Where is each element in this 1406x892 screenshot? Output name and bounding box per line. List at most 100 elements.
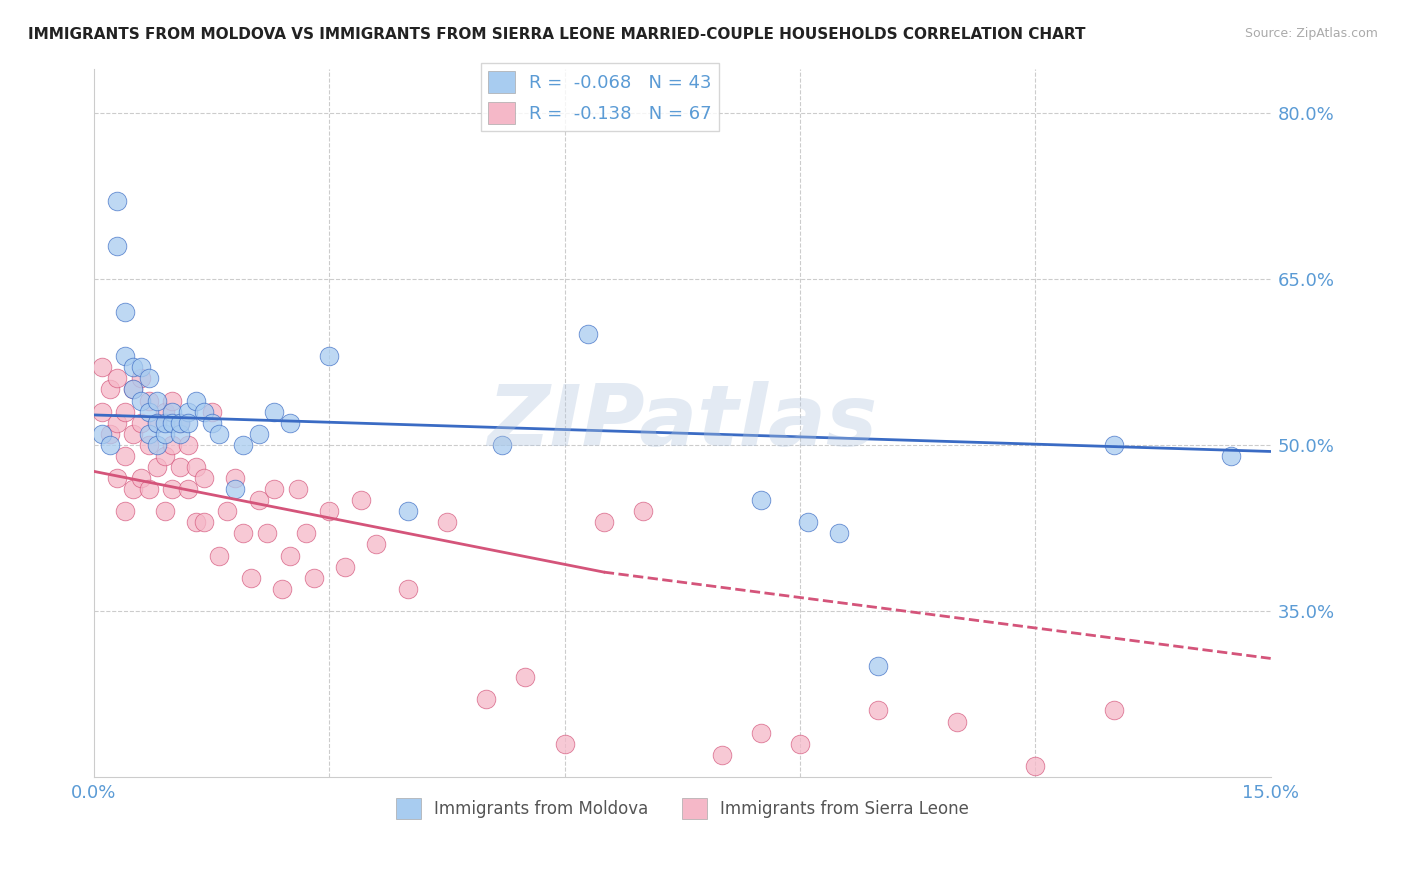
Point (515, 670, 537, 684)
Point (177, 482, 200, 496)
Point (138, 438, 160, 452)
Point (1102, 438, 1125, 452)
Point (1102, 703, 1125, 717)
Point (177, 416, 200, 430)
Point (868, 703, 890, 717)
Point (114, 449, 136, 463)
Point (576, 327, 599, 342)
Point (153, 449, 176, 463)
Point (247, 426, 270, 441)
Point (1024, 759, 1046, 773)
Point (263, 482, 285, 496)
Point (592, 516, 614, 530)
Point (184, 516, 207, 530)
Point (90, 404, 112, 418)
Point (278, 416, 301, 430)
Point (287, 482, 309, 496)
Point (396, 504, 419, 518)
Point (138, 404, 160, 418)
Point (208, 426, 231, 441)
Point (153, 416, 176, 430)
Point (169, 416, 191, 430)
Point (271, 582, 294, 596)
Point (129, 360, 152, 375)
Point (201, 404, 224, 418)
Point (122, 360, 145, 375)
Point (278, 549, 301, 563)
Point (247, 493, 270, 508)
Point (797, 516, 820, 530)
Point (302, 571, 325, 585)
Point (114, 349, 136, 363)
Point (436, 516, 458, 530)
Point (169, 426, 191, 441)
Point (263, 404, 285, 418)
Point (239, 571, 262, 585)
Point (946, 714, 969, 729)
Point (145, 460, 167, 475)
Point (749, 493, 772, 508)
Point (145, 438, 167, 452)
Point (184, 460, 207, 475)
Point (177, 404, 200, 418)
Point (208, 549, 231, 563)
Point (129, 471, 152, 485)
Point (145, 416, 167, 430)
Point (396, 582, 419, 596)
Point (162, 482, 184, 496)
Point (169, 460, 191, 475)
Point (122, 426, 145, 441)
Text: ZIPatlas: ZIPatlas (488, 381, 877, 464)
Point (90, 426, 112, 441)
Point (631, 504, 654, 518)
Point (193, 516, 215, 530)
Point (122, 383, 145, 397)
Point (107, 416, 129, 430)
Point (114, 504, 136, 518)
Point (318, 504, 340, 518)
Point (554, 737, 576, 751)
Point (193, 404, 215, 418)
Point (162, 416, 184, 430)
Point (153, 504, 176, 518)
Point (153, 426, 176, 441)
Point (107, 471, 129, 485)
Point (138, 393, 160, 408)
Point (138, 371, 160, 385)
Point (169, 416, 191, 430)
Point (145, 393, 167, 408)
Point (1220, 449, 1243, 463)
Point (162, 404, 184, 418)
Point (184, 393, 207, 408)
Point (491, 438, 513, 452)
Point (122, 482, 145, 496)
Point (129, 416, 152, 430)
Point (201, 416, 224, 430)
Legend: Immigrants from Moldova, Immigrants from Sierra Leone: Immigrants from Moldova, Immigrants from… (389, 791, 976, 825)
Point (98, 426, 121, 441)
Point (138, 482, 160, 496)
Point (114, 404, 136, 418)
Point (138, 426, 160, 441)
Point (107, 194, 129, 209)
Point (217, 504, 239, 518)
Point (162, 393, 184, 408)
Point (90, 360, 112, 375)
Point (868, 659, 890, 673)
Point (145, 416, 167, 430)
Point (193, 471, 215, 485)
Point (224, 471, 246, 485)
Point (232, 526, 254, 541)
Point (153, 404, 176, 418)
Point (333, 559, 356, 574)
Point (98, 383, 121, 397)
Text: Source: ZipAtlas.com: Source: ZipAtlas.com (1244, 27, 1378, 40)
Point (475, 692, 498, 706)
Point (162, 438, 184, 452)
Point (114, 305, 136, 319)
Point (789, 737, 811, 751)
Text: IMMIGRANTS FROM MOLDOVA VS IMMIGRANTS FROM SIERRA LEONE MARRIED-COUPLE HOUSEHOLD: IMMIGRANTS FROM MOLDOVA VS IMMIGRANTS FR… (28, 27, 1085, 42)
Point (129, 393, 152, 408)
Point (177, 438, 200, 452)
Point (294, 526, 316, 541)
